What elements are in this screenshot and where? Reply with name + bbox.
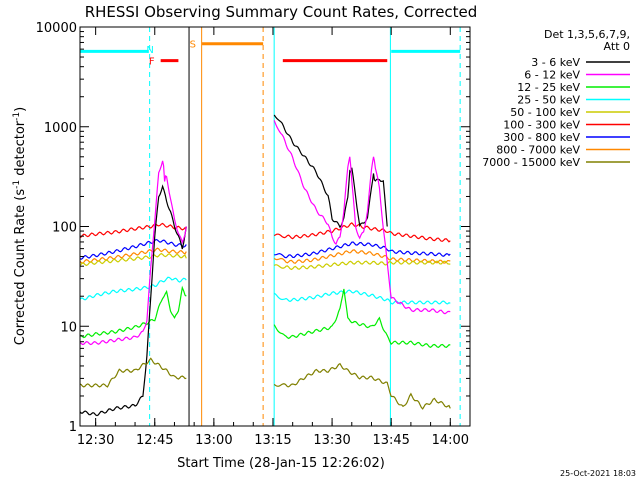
series-line-6-1 <box>274 241 451 259</box>
y-tick-label: 10000 <box>36 21 77 36</box>
series-line-2-0 <box>79 285 187 339</box>
series-line-6-0 <box>79 238 187 260</box>
state-bar-label-1: N <box>146 45 153 56</box>
legend-label-2: 12 - 25 keV <box>517 81 580 94</box>
series-line-4-1 <box>273 260 451 271</box>
x-tick-label: 14:00 <box>432 433 469 448</box>
x-tick-label: 13:15 <box>254 433 291 448</box>
x-tick-label: 13:45 <box>372 433 409 448</box>
legend-label-5: 100 - 300 keV <box>503 119 580 132</box>
chart-title: RHESSI Observing Summary Count Rates, Co… <box>85 3 478 21</box>
y-tick-label: 100 <box>52 221 77 236</box>
y-tick-label: 10 <box>60 320 77 335</box>
y-axis-label-sup1: -1 <box>12 180 22 189</box>
legend-label-0: 3 - 6 keV <box>531 56 580 69</box>
y-axis-label-end: ) <box>13 107 28 112</box>
y-tick-label: 1 <box>69 420 77 435</box>
y-axis-label-mid: detector <box>13 120 28 180</box>
x-tick-label: 12:30 <box>77 433 114 448</box>
y-tick-label: 1000 <box>44 121 77 136</box>
y-axis-label-sup2: -1 <box>12 112 22 121</box>
y-axis: 1 10 100 1000 10000 <box>36 21 470 435</box>
series-line-2-1 <box>273 288 451 348</box>
state-bar-label-3: S <box>190 40 196 51</box>
series-line-3-0 <box>79 276 187 301</box>
legend-label-3: 25 - 50 keV <box>517 94 580 107</box>
y-axis-label: Corrected Count Rate (s-1 detector-1) <box>12 107 28 345</box>
legend-label-8: 7000 - 15000 keV <box>482 156 580 169</box>
legend-label-1: 6 - 12 keV <box>524 69 580 82</box>
vertical-markers <box>79 27 461 426</box>
series-line-4-0 <box>79 252 187 267</box>
x-axis: 12:30 12:45 13:00 13:15 13:30 13:45 14:00 <box>77 27 471 448</box>
series-line-8-1 <box>273 362 451 410</box>
series-line-5-1 <box>273 222 451 243</box>
series-line-0-0 <box>79 184 187 417</box>
series-line-3-1 <box>273 289 451 305</box>
state-bars: NF S <box>80 40 461 68</box>
x-tick-label: 13:00 <box>195 433 232 448</box>
x-tick-label: 12:45 <box>136 433 173 448</box>
legend-label-6: 300 - 800 keV <box>503 131 580 144</box>
y-axis-label-start: Corrected Count Rate (s <box>13 189 28 346</box>
legend-header-line-1: Det 1,3,5,6,7,9, <box>544 28 630 41</box>
x-tick-label: 13:30 <box>313 433 350 448</box>
series-line-0-1 <box>273 114 388 229</box>
x-axis-label: Start Time (28-Jan-15 12:26:02) <box>177 456 385 471</box>
timestamp: 25-Oct-2021 18:03 <box>560 469 636 478</box>
legend-header-line-2: Att 0 <box>604 40 630 53</box>
series-line-8-0 <box>79 357 187 388</box>
series-line-1-1 <box>273 120 451 315</box>
legend-label-7: 800 - 7000 keV <box>496 144 580 157</box>
legend-label-4: 50 - 100 keV <box>510 106 580 119</box>
state-bar-label-2: F <box>149 57 155 68</box>
series-line-1-0 <box>79 160 187 346</box>
series-line-5-0 <box>79 222 187 239</box>
series-layer <box>79 114 451 417</box>
